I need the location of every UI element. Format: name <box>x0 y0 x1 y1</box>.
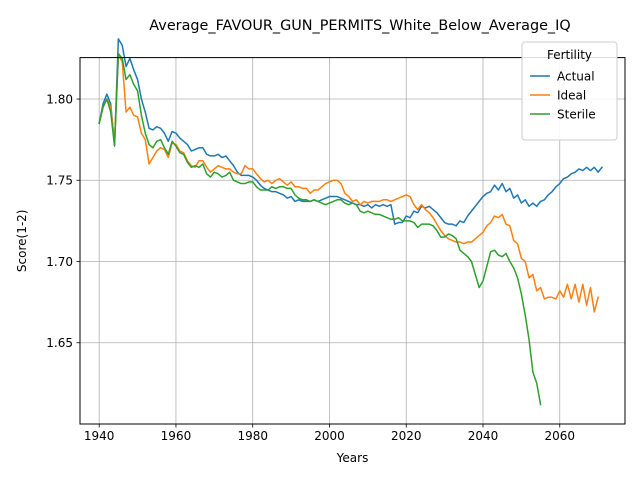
legend-entries: Actual Ideal Sterile <box>530 69 596 121</box>
series-line-actual <box>98 38 604 227</box>
y-tick-label: 1.75 <box>46 174 73 188</box>
legend: Fertility Actual Ideal Sterile <box>521 41 618 141</box>
x-tick-label: 1960 <box>161 429 192 443</box>
x-tick-label: 2060 <box>544 429 575 443</box>
y-tick-label: 1.65 <box>46 336 73 350</box>
x-tick-label: 1940 <box>84 429 115 443</box>
legend-label-actual: Actual <box>557 69 595 83</box>
x-tick-label: 1980 <box>237 429 268 443</box>
y-tick-label: 1.80 <box>46 92 73 106</box>
legend-box <box>521 41 618 141</box>
x-tick-label: 2020 <box>391 429 422 443</box>
series-line-sterile <box>98 52 542 406</box>
legend-label-sterile: Sterile <box>557 107 596 121</box>
legend-title: Fertility <box>547 48 592 62</box>
y-axis-ticks: 1.65 1.70 1.75 1.80 <box>46 92 80 350</box>
plot-frame <box>79 57 626 425</box>
legend-label-ideal: Ideal <box>557 88 586 102</box>
series-lines <box>98 38 604 406</box>
y-axis-label: Score(1-2) <box>15 210 29 273</box>
x-axis-label: Years <box>336 451 369 465</box>
y-tick-label: 1.70 <box>46 255 73 269</box>
series-line-ideal <box>98 54 600 313</box>
x-axis-ticks: 1940 1960 1980 2000 2020 2040 2060 <box>84 424 575 443</box>
x-tick-label: 2040 <box>468 429 499 443</box>
chart-title: Average_FAVOUR_GUN_PERMITS_White_Below_A… <box>149 18 570 34</box>
x-tick-label: 2000 <box>314 429 345 443</box>
